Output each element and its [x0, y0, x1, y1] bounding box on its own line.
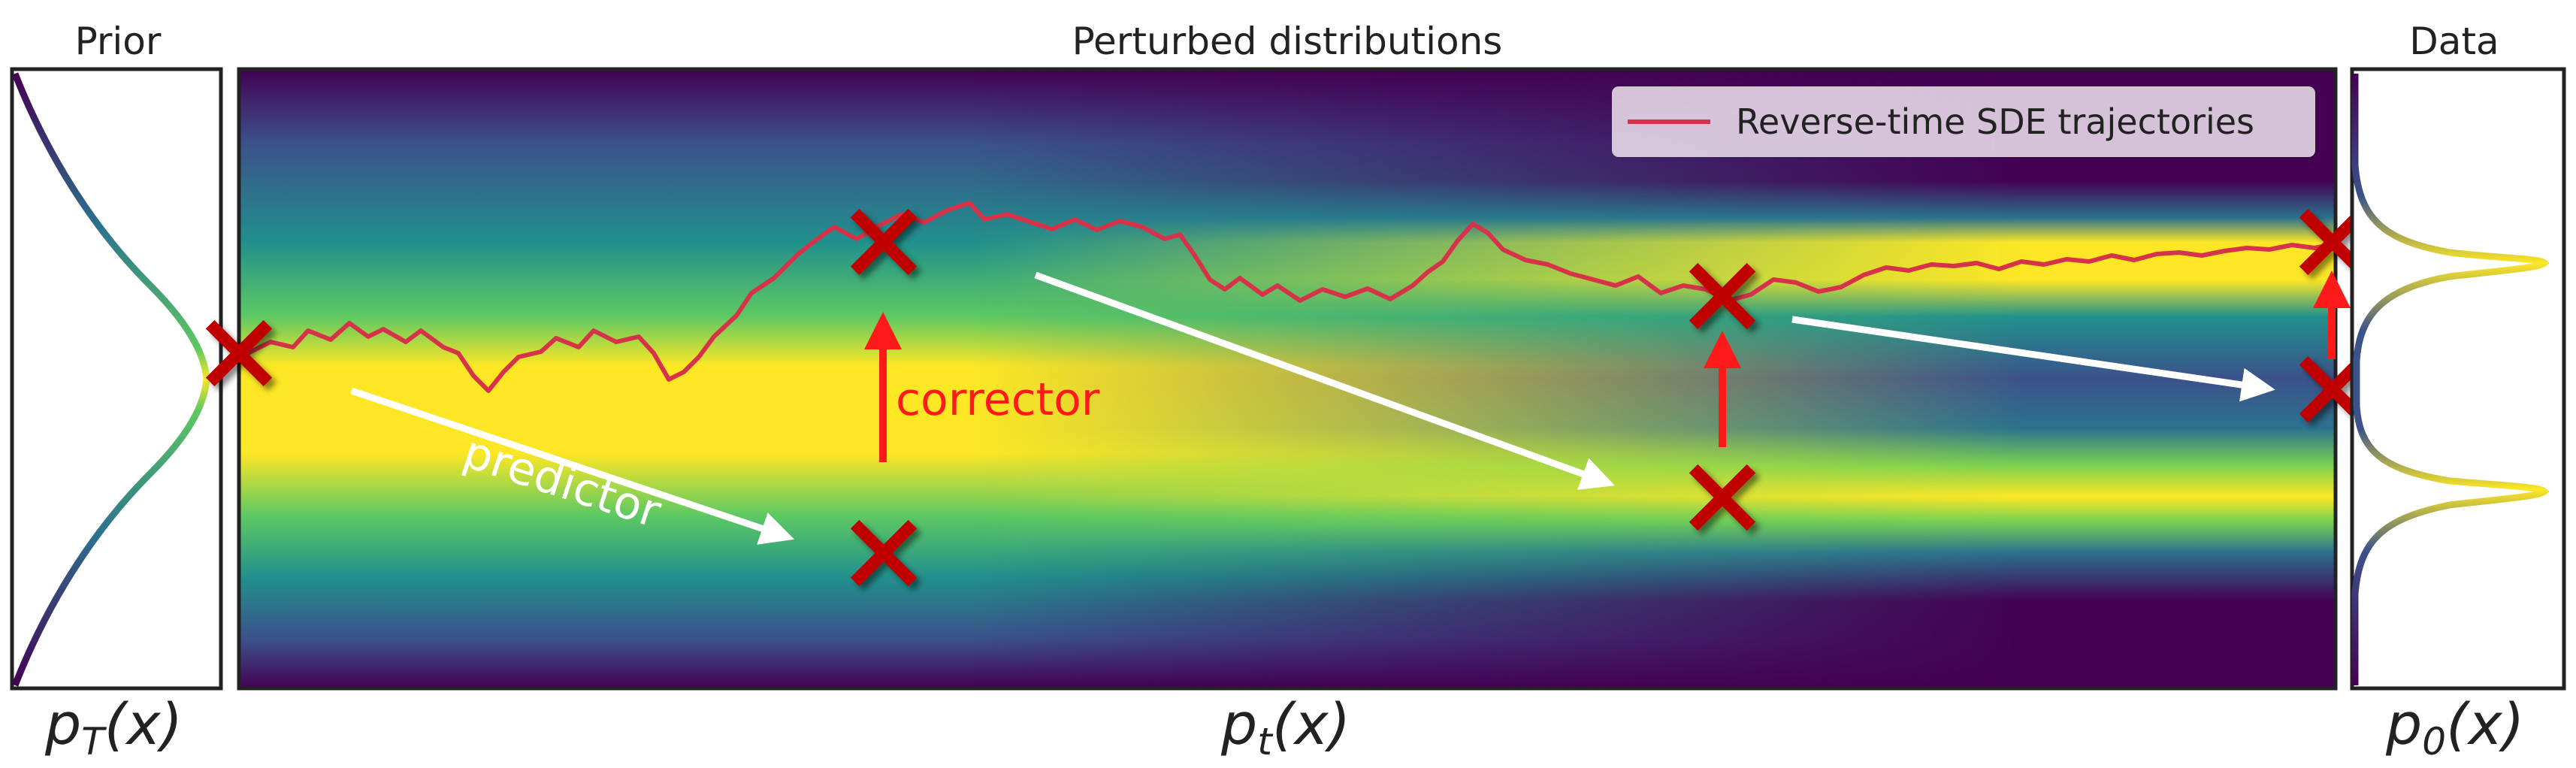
- middle-axis-label: pt(x): [1220, 691, 1350, 763]
- prior-axis-label: pT(x): [44, 691, 183, 763]
- legend-entry: Reverse-time SDE trajectories: [1736, 101, 2254, 142]
- corrector-label: corrector: [896, 373, 1100, 426]
- perturbed-title: Perturbed distributions: [1072, 20, 1503, 63]
- data-axis-label: p0(x): [2385, 691, 2524, 763]
- predictor-arrow-3: [1791, 316, 2275, 402]
- predictor-arrow-1: [350, 387, 795, 545]
- prior-title: Prior: [75, 20, 162, 63]
- prior-panel: [10, 67, 223, 691]
- data-title: Data: [2409, 20, 2499, 63]
- data-density-curve: [2351, 74, 2550, 685]
- predictor-arrow-2: [1034, 271, 1615, 490]
- prior-density-curve: [11, 72, 210, 687]
- perturbed-panel: predictor corrector Reverse-time SDE tra…: [237, 67, 2351, 691]
- data-panel: [2350, 67, 2566, 691]
- legend: Reverse-time SDE trajectories: [1612, 86, 2315, 157]
- sde-trajectory: [246, 201, 2334, 393]
